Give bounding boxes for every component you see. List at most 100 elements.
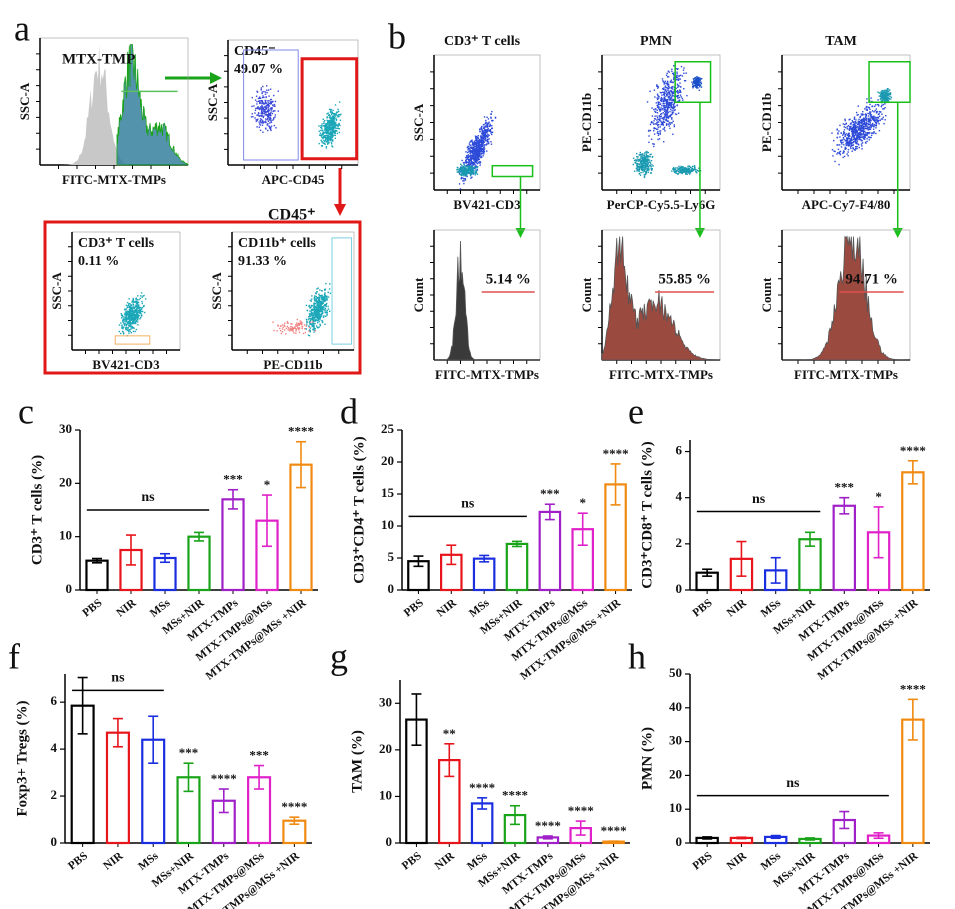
event-dot [321,125,323,127]
event-dot [666,87,668,89]
event-dot [870,123,872,126]
event-dot [326,296,328,298]
event-dot [667,101,669,103]
event-dot [132,300,135,303]
event-dot [143,304,145,307]
event-dot [291,327,294,329]
event-dot [858,136,860,138]
event-dot [137,305,140,308]
bar [472,557,496,592]
event-dot [258,97,260,99]
event-dot [486,141,489,143]
event-dot [852,121,854,123]
event-dot [132,297,134,300]
event-dot [664,90,666,92]
event-dot [848,141,851,144]
event-dot [312,315,314,318]
event-dot [634,162,636,164]
event-dot [287,322,289,324]
event-dot [669,98,671,100]
event-dot [855,141,857,143]
event-dot [120,313,122,315]
event-dot [468,146,470,148]
event-dot [670,104,672,107]
event-dot [865,124,867,126]
event-dot [131,316,134,318]
event-dot [268,102,271,105]
event-dot [461,159,463,162]
event-dot [638,159,640,162]
event-dot [326,298,328,300]
event-dot [327,308,330,310]
event-dot [321,303,323,305]
event-dot [849,127,852,129]
event-dot [669,87,671,89]
event-dot [478,149,481,152]
event-dot [300,323,303,325]
x-tick-label: PBS [80,597,104,619]
event-dot [334,122,336,124]
event-dot [329,127,331,130]
event-dot [467,162,470,164]
event-dot [259,124,262,126]
event-dot [471,176,473,178]
event-dot [671,109,673,112]
event-dot [665,111,667,113]
event-dot [887,100,889,102]
event-dot [881,118,884,120]
event-dot [880,91,883,93]
event-dot [855,142,857,144]
event-dot [134,306,136,309]
event-dot [335,112,338,114]
event-dot [859,121,861,124]
event-dot [281,324,284,326]
event-dot [478,150,480,153]
event-dot [120,317,123,319]
event-dot [321,137,324,139]
event-dot [846,126,849,128]
event-dot [667,76,670,78]
event-dot [472,171,474,173]
event-dot [662,112,664,114]
event-dot [310,309,313,311]
event-dot [269,128,272,131]
event-dot [466,164,469,167]
event-dot [698,79,701,81]
event-dot [262,85,264,88]
error-bar [839,496,850,515]
event-dot [868,139,870,141]
event-dot [327,127,329,129]
event-dot [854,129,856,132]
event-dot [481,137,484,140]
event-dot [470,163,473,165]
event-dot [327,120,330,122]
event-dot [689,166,692,169]
event-dot [666,104,668,106]
event-dot [315,311,317,313]
event-dot [666,105,668,107]
gate-label: CD11b⁺ cells [238,236,316,251]
event-dot [845,141,848,144]
event-dot [480,140,482,142]
event-dot [131,327,133,329]
event-dot [334,127,336,129]
event-dot [327,291,329,294]
event-dot [469,152,471,155]
event-dot [860,125,863,127]
event-dot [465,159,467,162]
event-dot [837,133,839,135]
event-dot [125,310,127,313]
event-dot [670,97,672,99]
event-dot [881,113,883,115]
event-dot [140,292,143,294]
event-dot [690,169,693,171]
event-dot [132,310,134,312]
event-dot [671,85,674,88]
event-dot [483,126,485,128]
event-dot [312,328,314,330]
event-dot [844,139,847,142]
event-dot [333,130,336,132]
event-dot [668,90,670,92]
event-dot [312,309,314,312]
event-dot [133,311,135,314]
